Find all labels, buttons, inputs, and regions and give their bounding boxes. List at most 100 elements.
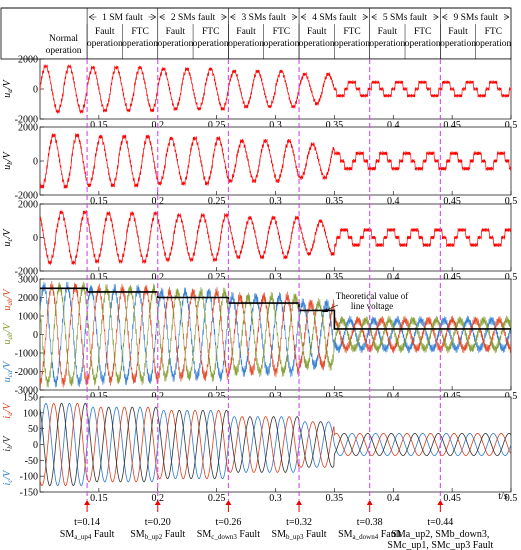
- fault-event-label: SMb_up2 Fault: [130, 529, 185, 541]
- stage-label-bg: [306, 10, 363, 23]
- fault-arrow-head: [366, 500, 373, 505]
- x-tick-label: 0.5: [505, 196, 518, 207]
- fault-event-time: t=0.20: [145, 517, 171, 528]
- phase-label: operation: [122, 39, 158, 49]
- x-tick-label: 0.15: [90, 272, 108, 283]
- phase-label: Fault: [307, 27, 327, 37]
- y-tick-label: 2000: [18, 200, 38, 211]
- y-label-uab: uab/V: [2, 288, 14, 311]
- x-tick-label: 0.45: [443, 196, 461, 207]
- series-current-0: [39, 403, 512, 486]
- y-tick-label: 0: [33, 157, 38, 168]
- y-tick-label: -150: [20, 488, 38, 499]
- y-tick-label: -2000: [15, 191, 38, 202]
- x-tick-label: 0.25: [208, 196, 226, 207]
- x-tick-label: 0.45: [443, 120, 461, 131]
- x-tick-label: 0.25: [208, 493, 226, 504]
- x-tick-label: 0.45: [443, 272, 461, 283]
- fault-event-label: SMb_up3 Fault: [272, 529, 327, 541]
- x-tick-label: 0.3: [269, 196, 282, 207]
- y-tick-label: 2000: [18, 55, 38, 66]
- annotation-text: line voltage: [351, 301, 393, 311]
- x-tick-label: 0.35: [326, 120, 344, 131]
- fault-event-time: t=0.38: [357, 517, 383, 528]
- y-tick-label: -2000: [15, 267, 38, 278]
- phase-label: operation: [334, 39, 370, 49]
- y-tick-label: 50: [28, 424, 38, 435]
- phase-label: operation: [369, 39, 405, 49]
- y-tick-label: 3000: [18, 275, 38, 286]
- y-label-ic: ic/V: [2, 469, 14, 486]
- stage-span-arrows: [159, 13, 227, 21]
- x-tick-label: 0.5: [505, 391, 518, 402]
- phase-label: operation: [193, 39, 229, 49]
- x-tick-label: 0.3: [269, 120, 282, 131]
- phase-label: FTC: [202, 27, 219, 37]
- y-tick-label: 100: [23, 408, 38, 419]
- y-label-ubc: uab/V: [2, 322, 14, 345]
- x-tick-label: 0.5: [505, 272, 518, 283]
- y-label-ia: ia/V: [2, 402, 14, 419]
- phase-label: FTC: [343, 27, 360, 37]
- y-label-ub: ub/V: [2, 150, 14, 169]
- phase-label: Fault: [95, 27, 115, 37]
- x-tick-label: 0.2: [152, 493, 165, 504]
- y-tick-label: -3000: [15, 386, 38, 397]
- stage-span-arrows: [300, 13, 368, 21]
- stage-label-bg: [447, 10, 504, 23]
- stage-label: 3 SMs fault: [242, 12, 287, 23]
- x-tick-label: 0.4: [387, 120, 400, 131]
- phase-label: operation: [263, 39, 299, 49]
- fault-event-label: SMa_down4 Fault: [338, 529, 401, 541]
- series-ub-waveform: [39, 133, 512, 189]
- x-tick-label: 0.2: [152, 196, 165, 207]
- x-tick-label: 0.4: [387, 196, 400, 207]
- fault-event-time: t=0.32: [286, 517, 312, 528]
- phase-label: Fault: [378, 27, 398, 37]
- phase-label: Fault: [236, 27, 256, 37]
- annotation-arrow-head: [322, 308, 328, 312]
- phase-header: 1 SM fault 2 SMs fault 3 SMs fault 4 SMs fa…: [0, 7, 512, 60]
- series-line-voltage-1: [39, 280, 512, 388]
- x-tick-label: 0.45: [443, 493, 461, 504]
- series-current-2: [39, 402, 512, 487]
- stage-label-bg: [164, 10, 222, 23]
- x-tick-label: 0.25: [208, 391, 226, 402]
- y-tick-label: 2000: [18, 123, 38, 134]
- stage-span-arrows: [442, 13, 510, 21]
- stage-label: 9 SMs fault: [454, 12, 499, 23]
- series-current-1: [39, 402, 512, 487]
- x-tick-label: 0.5: [505, 120, 518, 131]
- x-tick-label: 0.4: [387, 493, 400, 504]
- x-tick-label: 0.3: [269, 391, 282, 402]
- fault-arrow-head: [225, 500, 232, 505]
- x-tick-label: 0.4: [387, 391, 400, 402]
- phase-label: Fault: [166, 27, 186, 37]
- panel-frame-ub: [39, 126, 512, 196]
- x-tick-label: 0.3: [269, 493, 282, 504]
- x-tick-label: 0.3: [269, 272, 282, 283]
- phase-label: operation: [228, 39, 264, 49]
- series-ua-waveform: [39, 64, 512, 114]
- stage-label: 2 SMs fault: [171, 12, 216, 23]
- stage-label: 5 SMs fault: [383, 12, 428, 23]
- stage-label: 1 SM fault: [102, 12, 143, 23]
- stage-label-bg: [235, 10, 293, 23]
- fault-event-label: SMa_up4 Fault: [60, 529, 115, 541]
- stage-label-bg: [376, 10, 434, 23]
- y-tick-label: -50: [25, 456, 38, 467]
- stage-label: 4 SMs fault: [312, 12, 357, 23]
- fault-arrow-head: [296, 500, 303, 505]
- phase-label: operation: [440, 39, 476, 49]
- y-label-ib: ib/V: [2, 435, 14, 452]
- x-tick-label: 0.5: [505, 493, 518, 504]
- y-tick-label: 1000: [18, 312, 38, 323]
- phase-label: Normal: [49, 34, 78, 44]
- phase-label: FTC: [273, 27, 290, 37]
- x-tick-label: 0.15: [90, 391, 108, 402]
- fault-event-label: SMc_down3 Fault: [197, 529, 260, 541]
- phase-label: operation: [157, 39, 193, 49]
- fault-arrow-head: [84, 500, 91, 505]
